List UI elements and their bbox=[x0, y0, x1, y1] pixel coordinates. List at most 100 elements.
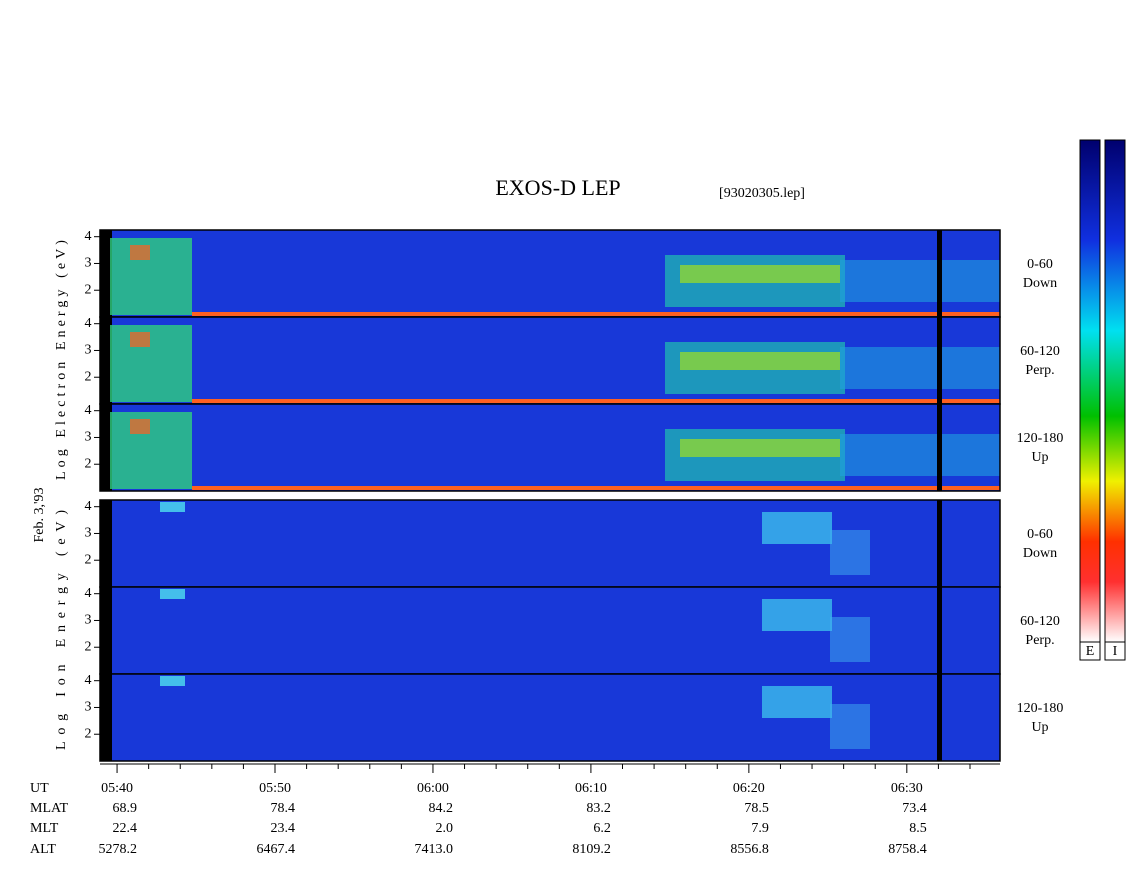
channel-direction: Up bbox=[1031, 720, 1048, 735]
spectrogram-flux bbox=[762, 686, 832, 718]
ephemeris-value: 78.4 bbox=[271, 801, 296, 816]
ephemeris-value: 78.5 bbox=[744, 801, 769, 816]
spectrogram-line bbox=[192, 312, 1000, 316]
chart-title: EXOS-D LEP bbox=[495, 175, 620, 200]
ephemeris-value: 84.2 bbox=[428, 801, 453, 816]
y-tick-label: 2 bbox=[85, 456, 92, 471]
spectrogram-line bbox=[192, 486, 1000, 490]
spectrogram-edge bbox=[100, 230, 112, 317]
y-tick-label: 2 bbox=[85, 369, 92, 384]
spectrogram-edge bbox=[100, 404, 112, 491]
colorbar-label: I bbox=[1113, 644, 1118, 659]
x-tick-label: 06:30 bbox=[891, 781, 923, 796]
ephemeris-value: 8758.4 bbox=[888, 842, 927, 857]
colorbar-label-box bbox=[1079, 641, 1101, 661]
spectrogram-flux bbox=[110, 412, 192, 489]
spectrogram-edge bbox=[100, 500, 112, 587]
colorbar bbox=[1079, 139, 1101, 643]
y-tick-label: 2 bbox=[85, 639, 92, 654]
ephemeris-value: 8109.2 bbox=[572, 842, 611, 857]
data-gap bbox=[937, 500, 942, 587]
panel-frame bbox=[99, 673, 1001, 762]
data-gap bbox=[937, 404, 942, 491]
date-label: Feb. 3,'93 bbox=[32, 487, 47, 542]
ephemeris-value: 6.2 bbox=[593, 821, 611, 836]
spectrogram-flux bbox=[680, 439, 840, 457]
y-tick-label: 3 bbox=[85, 700, 92, 715]
spectrogram-edge bbox=[100, 587, 112, 674]
data-gap bbox=[937, 587, 942, 674]
ephemeris-value: 73.4 bbox=[902, 801, 927, 816]
y-axis-label: Log Ion Energy (eV) bbox=[54, 510, 69, 750]
spectrogram-flux bbox=[830, 617, 870, 662]
ephemeris-value: 6467.4 bbox=[257, 842, 296, 857]
channel-direction: Down bbox=[1023, 276, 1057, 291]
spectrogram-flux bbox=[130, 245, 150, 260]
channel-direction: Down bbox=[1023, 546, 1057, 561]
colorbar bbox=[1104, 139, 1126, 643]
spectrogram-flux bbox=[680, 265, 840, 283]
y-tick-label: 2 bbox=[85, 726, 92, 741]
y-tick-label: 4 bbox=[85, 403, 92, 418]
channel-angle: 60-120 bbox=[1020, 614, 1060, 629]
spectrogram-flux bbox=[160, 676, 185, 686]
y-tick-label: 3 bbox=[85, 343, 92, 358]
y-tick-label: 3 bbox=[85, 430, 92, 445]
spectrogram-flux bbox=[160, 502, 185, 512]
spectrogram-flux bbox=[160, 589, 185, 599]
y-tick-label: 4 bbox=[85, 499, 92, 514]
y-tick-label: 4 bbox=[85, 229, 92, 244]
y-tick-label: 2 bbox=[85, 552, 92, 567]
spectrogram-edge bbox=[100, 317, 112, 404]
spectrogram-flux bbox=[840, 434, 1000, 476]
ephemeris-value: 7413.0 bbox=[414, 842, 453, 857]
spectrogram-flux bbox=[830, 704, 870, 749]
ephemeris-value: 5278.2 bbox=[99, 842, 138, 857]
channel-angle: 120-180 bbox=[1017, 701, 1064, 716]
spectrogram-flux bbox=[840, 260, 1000, 302]
channel-angle: 0-60 bbox=[1027, 527, 1053, 542]
y-tick-label: 4 bbox=[85, 316, 92, 331]
spectrogram-flux bbox=[110, 325, 192, 402]
x-tick-label: 06:20 bbox=[733, 781, 765, 796]
y-tick-label: 2 bbox=[85, 282, 92, 297]
row-label: MLAT bbox=[30, 801, 69, 816]
spectrogram-flux bbox=[130, 419, 150, 434]
x-tick-label: 06:00 bbox=[417, 781, 449, 796]
y-tick-label: 3 bbox=[85, 613, 92, 628]
panel-frame bbox=[99, 403, 1001, 492]
spectrogram-edge bbox=[100, 674, 112, 761]
spectrogram-flux bbox=[830, 530, 870, 575]
spectrogram-flux bbox=[110, 238, 192, 315]
spectrogram-line bbox=[192, 399, 1000, 403]
y-tick-label: 3 bbox=[85, 526, 92, 541]
spectrogram-flux bbox=[680, 352, 840, 370]
ephemeris-value: 8556.8 bbox=[730, 842, 769, 857]
x-tick-label: 05:40 bbox=[101, 781, 133, 796]
row-label: MLT bbox=[30, 821, 59, 836]
y-tick-label: 4 bbox=[85, 673, 92, 688]
channel-direction: Perp. bbox=[1025, 633, 1054, 648]
y-tick-label: 4 bbox=[85, 586, 92, 601]
ephemeris-value: 83.2 bbox=[586, 801, 611, 816]
row-label: ALT bbox=[30, 842, 56, 857]
channel-direction: Perp. bbox=[1025, 363, 1054, 378]
channel-angle: 120-180 bbox=[1017, 431, 1064, 446]
ephemeris-value: 8.5 bbox=[909, 821, 927, 836]
spectrogram-flux bbox=[130, 332, 150, 347]
colorbar-label: E bbox=[1086, 644, 1095, 659]
x-tick-label: 06:10 bbox=[575, 781, 607, 796]
chart-subtitle: [93020305.lep] bbox=[719, 186, 805, 201]
data-gap bbox=[937, 230, 942, 317]
colorbar-label-box bbox=[1104, 641, 1126, 661]
spectrogram-flux bbox=[762, 599, 832, 631]
ephemeris-value: 7.9 bbox=[751, 821, 769, 836]
channel-direction: Up bbox=[1031, 450, 1048, 465]
y-axis-label: Log Electron Energy (eV) bbox=[54, 240, 69, 480]
data-gap bbox=[937, 674, 942, 761]
x-tick-label: 05:50 bbox=[259, 781, 291, 796]
ephemeris-value: 22.4 bbox=[113, 821, 138, 836]
ephemeris-value: 23.4 bbox=[271, 821, 296, 836]
row-label: UT bbox=[30, 781, 49, 796]
